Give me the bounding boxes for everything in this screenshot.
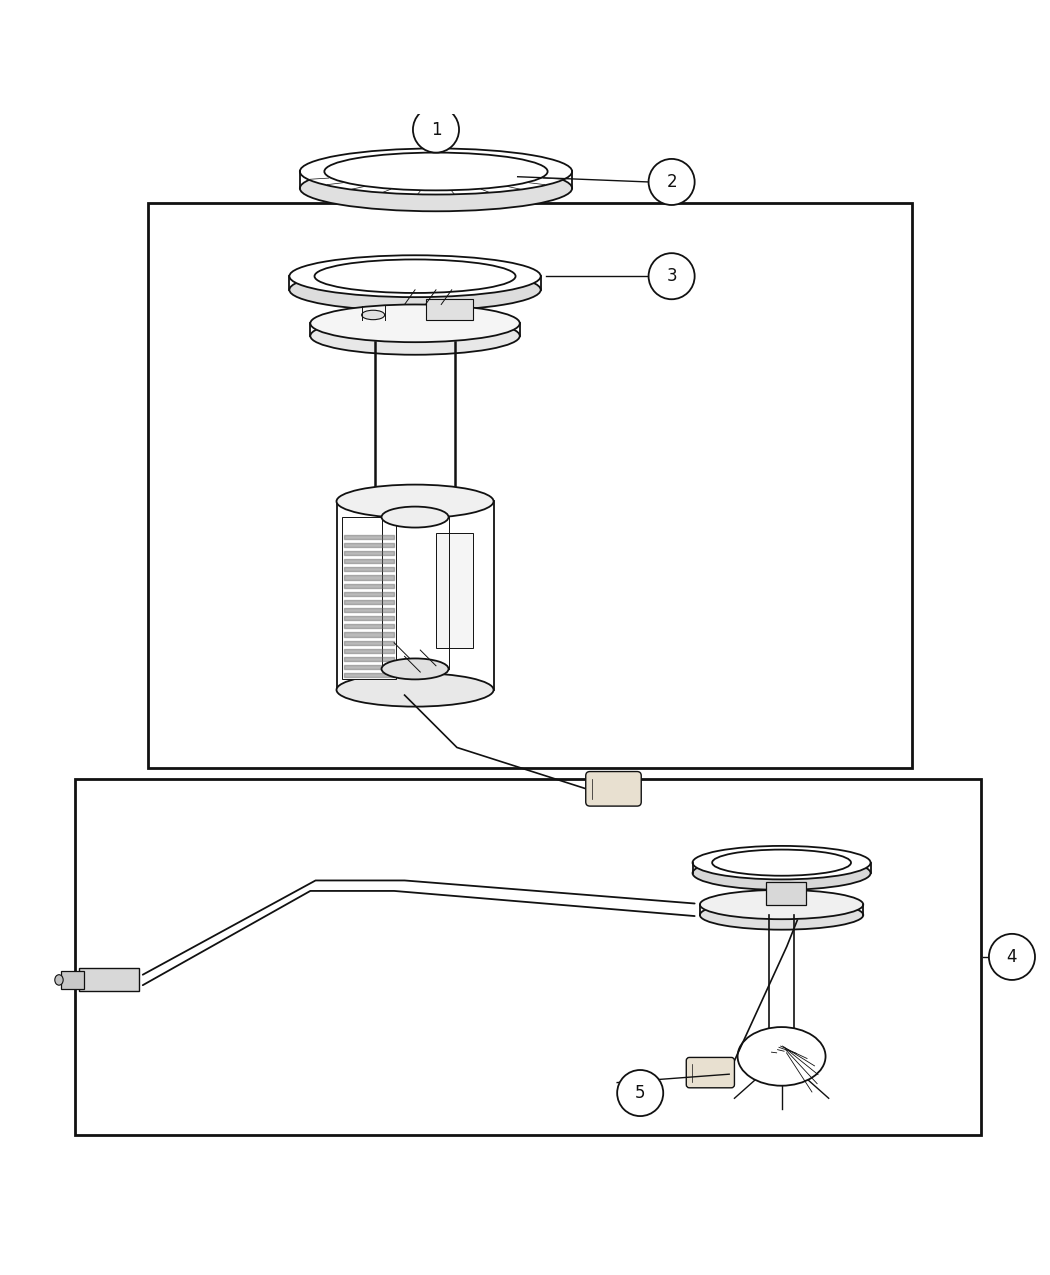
FancyBboxPatch shape	[341, 518, 396, 680]
Circle shape	[649, 254, 695, 300]
Circle shape	[413, 107, 459, 153]
Ellipse shape	[381, 506, 448, 528]
FancyBboxPatch shape	[148, 203, 912, 769]
Ellipse shape	[336, 673, 494, 706]
Ellipse shape	[712, 849, 851, 876]
Circle shape	[989, 933, 1035, 980]
Text: 5: 5	[635, 1084, 646, 1102]
Ellipse shape	[300, 148, 572, 195]
Ellipse shape	[381, 658, 448, 680]
Ellipse shape	[315, 259, 516, 293]
Ellipse shape	[300, 166, 572, 212]
Text: 1: 1	[430, 121, 441, 139]
Circle shape	[617, 1070, 664, 1116]
FancyBboxPatch shape	[586, 771, 642, 806]
FancyBboxPatch shape	[436, 533, 473, 648]
FancyBboxPatch shape	[75, 779, 981, 1135]
Ellipse shape	[693, 845, 870, 880]
Text: 4: 4	[1007, 947, 1017, 966]
FancyBboxPatch shape	[765, 881, 805, 904]
Ellipse shape	[324, 153, 548, 190]
FancyBboxPatch shape	[687, 1057, 734, 1088]
Ellipse shape	[336, 484, 494, 518]
Ellipse shape	[361, 310, 384, 320]
FancyBboxPatch shape	[425, 300, 472, 320]
Circle shape	[649, 159, 695, 205]
Ellipse shape	[290, 269, 541, 311]
Ellipse shape	[700, 890, 863, 919]
FancyBboxPatch shape	[79, 969, 139, 992]
Ellipse shape	[700, 900, 863, 929]
Ellipse shape	[55, 974, 63, 986]
Ellipse shape	[290, 255, 541, 297]
Text: 2: 2	[667, 173, 677, 191]
FancyBboxPatch shape	[61, 970, 84, 989]
Ellipse shape	[693, 857, 870, 890]
Ellipse shape	[311, 317, 520, 354]
Ellipse shape	[311, 305, 520, 342]
Ellipse shape	[737, 1028, 825, 1086]
Text: 3: 3	[667, 268, 677, 286]
